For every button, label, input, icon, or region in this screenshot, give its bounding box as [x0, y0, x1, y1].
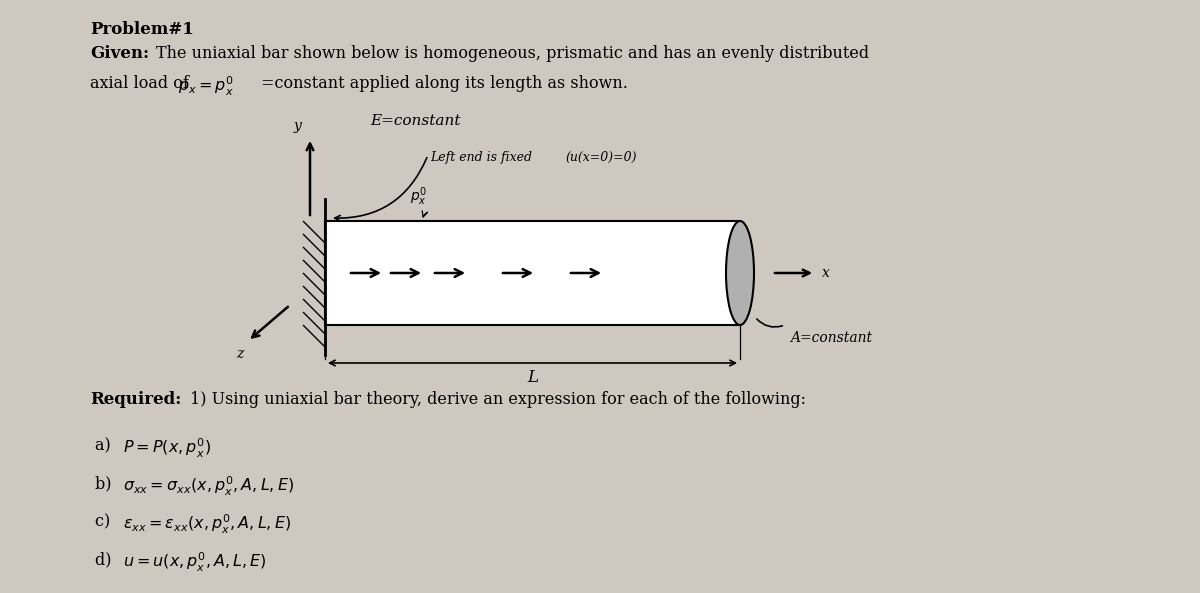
- Text: A=constant: A=constant: [790, 331, 872, 345]
- Text: z: z: [236, 347, 244, 361]
- FancyArrowPatch shape: [571, 269, 599, 277]
- Polygon shape: [325, 221, 740, 325]
- Text: axial load of: axial load of: [90, 75, 194, 92]
- Text: Problem#1: Problem#1: [90, 21, 193, 38]
- Text: $p_x^0$: $p_x^0$: [410, 186, 427, 208]
- Text: a): a): [95, 437, 116, 454]
- Text: $p_x = p_x^0$: $p_x = p_x^0$: [178, 75, 234, 98]
- Text: =constant applied along its length as shown.: =constant applied along its length as sh…: [262, 75, 628, 92]
- Text: Given:: Given:: [90, 45, 149, 62]
- Text: x: x: [822, 266, 830, 280]
- Text: $u = u(x, p_x^0, A, L, E)$: $u = u(x, p_x^0, A, L, E)$: [124, 551, 266, 574]
- Text: Required:: Required:: [90, 391, 181, 408]
- Text: L: L: [527, 369, 538, 386]
- FancyArrowPatch shape: [434, 269, 462, 277]
- Text: c): c): [95, 513, 115, 530]
- Text: $P = P(x, p_x^0)$: $P = P(x, p_x^0)$: [124, 437, 211, 460]
- Text: $\varepsilon_{xx} = \varepsilon_{xx}(x, p_x^0, A, L, E)$: $\varepsilon_{xx} = \varepsilon_{xx}(x, …: [124, 513, 292, 536]
- Ellipse shape: [726, 221, 754, 325]
- Text: E=constant: E=constant: [370, 114, 461, 128]
- FancyArrowPatch shape: [350, 269, 378, 277]
- FancyArrowPatch shape: [391, 269, 419, 277]
- Text: The uniaxial bar shown below is homogeneous, prismatic and has an evenly distrib: The uniaxial bar shown below is homogene…: [156, 45, 870, 62]
- Text: $\sigma_{xx} = \sigma_{xx}(x, p_x^0, A, L, E)$: $\sigma_{xx} = \sigma_{xx}(x, p_x^0, A, …: [124, 475, 294, 498]
- Text: b): b): [95, 475, 116, 492]
- Text: 1) Using uniaxial bar theory, derive an expression for each of the following:: 1) Using uniaxial bar theory, derive an …: [190, 391, 806, 408]
- FancyArrowPatch shape: [503, 269, 530, 277]
- Text: (u(x=0)=0): (u(x=0)=0): [565, 151, 636, 164]
- Text: y: y: [293, 119, 301, 133]
- Text: Left end is fixed: Left end is fixed: [430, 151, 536, 164]
- Text: d): d): [95, 551, 116, 568]
